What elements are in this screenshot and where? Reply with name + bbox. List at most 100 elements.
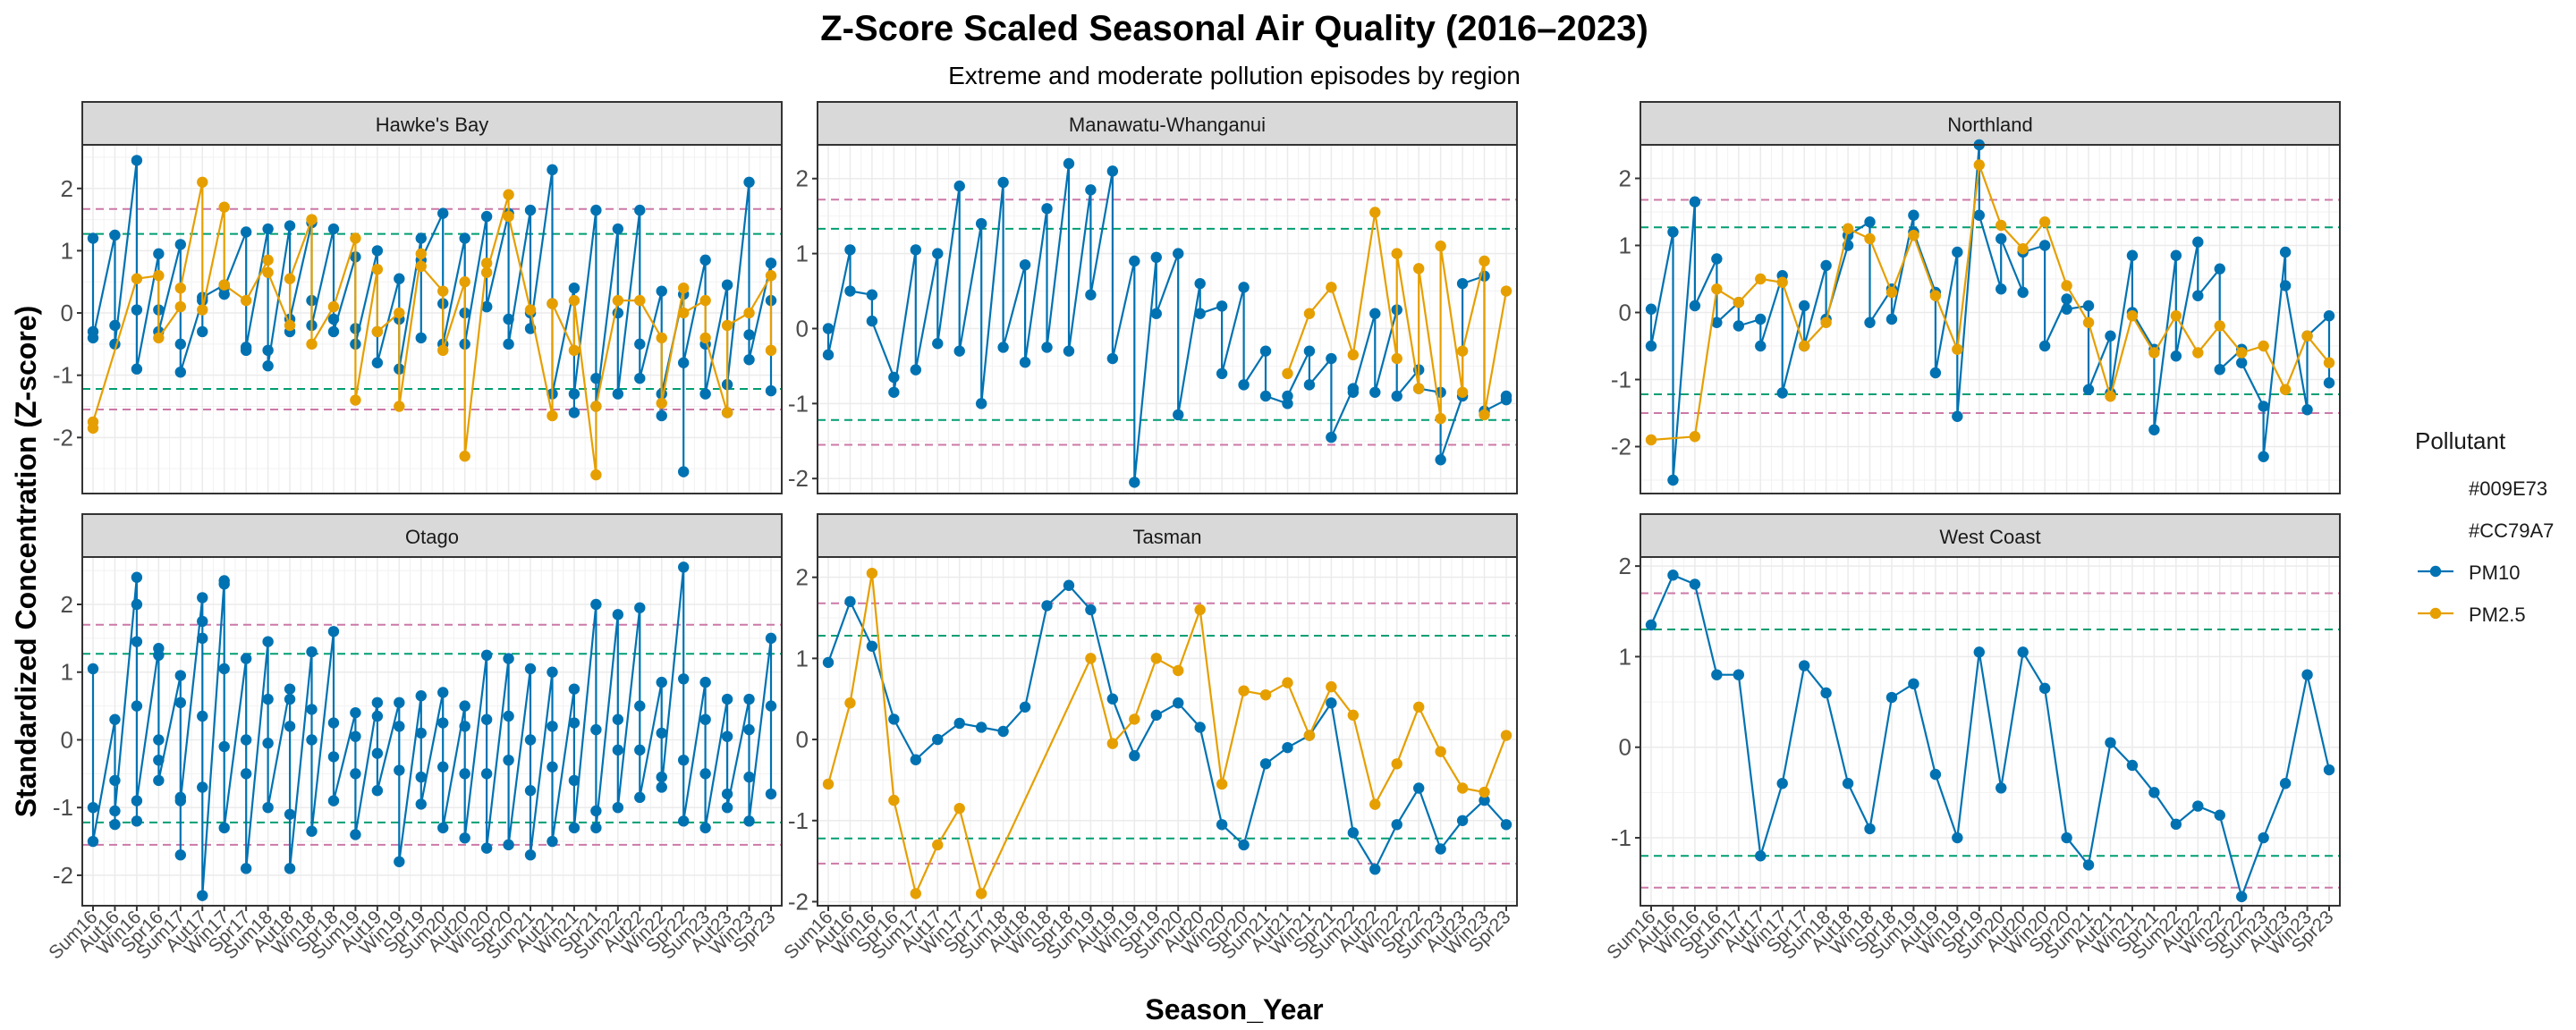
data-point-pm10 bbox=[131, 815, 143, 827]
data-point-pm25 bbox=[2017, 243, 2029, 255]
data-point-pm10 bbox=[2038, 340, 2051, 352]
y-tick-label: 2 bbox=[1619, 165, 1631, 192]
data-point-pm10 bbox=[568, 717, 580, 729]
data-point-pm10 bbox=[2061, 293, 2072, 305]
data-point-pm10 bbox=[1326, 697, 1337, 709]
data-point-pm10 bbox=[1798, 300, 1810, 312]
data-point-pm25 bbox=[480, 266, 493, 278]
data-point-pm10 bbox=[1129, 255, 1140, 267]
data-point-pm10 bbox=[131, 155, 143, 166]
data-point-pm10 bbox=[932, 248, 944, 259]
data-point-pm10 bbox=[218, 740, 230, 753]
data-point-pm25 bbox=[1500, 285, 1513, 297]
data-point-pm10 bbox=[2192, 236, 2204, 248]
panel-border bbox=[81, 144, 783, 494]
y-tick-label: 1 bbox=[1619, 643, 1631, 670]
data-point-pm10 bbox=[1798, 660, 1810, 671]
data-point-pm10 bbox=[953, 345, 965, 357]
panel-border bbox=[1640, 556, 2341, 907]
data-point-pm10 bbox=[1711, 253, 1723, 265]
data-point-pm25 bbox=[327, 300, 340, 313]
data-point-pm25 bbox=[1391, 758, 1402, 770]
panel-border bbox=[81, 556, 783, 907]
data-point-pm10 bbox=[153, 649, 165, 662]
data-point-pm10 bbox=[1019, 701, 1031, 713]
data-point-pm25 bbox=[1929, 290, 1942, 301]
data-point-pm10 bbox=[2170, 249, 2182, 261]
data-point-pm10 bbox=[1776, 387, 1788, 399]
data-point-pm10 bbox=[975, 722, 987, 733]
data-point-pm25 bbox=[1733, 297, 1745, 308]
data-point-pm10 bbox=[2148, 424, 2160, 435]
data-point-pm10 bbox=[1194, 308, 1206, 319]
data-point-pm10 bbox=[1885, 691, 1898, 704]
data-point-pm10 bbox=[2323, 377, 2335, 389]
data-point-pm10 bbox=[2170, 818, 2182, 831]
data-point-pm25 bbox=[262, 254, 274, 266]
data-point-pm25 bbox=[590, 469, 602, 481]
data-point-pm10 bbox=[394, 273, 405, 284]
data-point-pm10 bbox=[2323, 310, 2335, 322]
data-point-pm10 bbox=[524, 204, 537, 216]
data-point-pm25 bbox=[932, 839, 944, 851]
strip-label: Tasman bbox=[1132, 526, 1201, 548]
data-point-pm25 bbox=[2082, 317, 2095, 328]
data-point-pm10 bbox=[1150, 251, 1162, 264]
data-point-pm10 bbox=[1776, 778, 1788, 789]
data-point-pm10 bbox=[590, 805, 602, 817]
data-point-pm10 bbox=[415, 690, 427, 702]
data-point-pm10 bbox=[459, 768, 470, 780]
series-line-pm10 bbox=[1649, 143, 2331, 482]
data-point-pm10 bbox=[284, 721, 296, 732]
data-point-pm10 bbox=[131, 700, 143, 712]
data-point-pm10 bbox=[765, 258, 777, 269]
data-point-pm10 bbox=[415, 727, 427, 739]
y-axis-title: Standardized Concentration (Z-score) bbox=[10, 306, 42, 818]
data-point-pm10 bbox=[677, 754, 690, 766]
data-point-pm10 bbox=[634, 744, 646, 756]
data-point-pm10 bbox=[547, 666, 558, 678]
data-point-pm10 bbox=[371, 785, 384, 797]
data-point-pm10 bbox=[1689, 300, 1701, 312]
data-point-pm10 bbox=[612, 388, 624, 400]
data-point-pm10 bbox=[1820, 687, 1832, 699]
data-point-pm10 bbox=[866, 640, 878, 652]
data-point-pm10 bbox=[2170, 350, 2182, 362]
data-point-pm10 bbox=[109, 229, 121, 241]
data-point-pm10 bbox=[910, 754, 922, 765]
data-point-pm10 bbox=[1326, 431, 1337, 443]
data-point-pm10 bbox=[568, 822, 580, 834]
data-point-pm25 bbox=[524, 304, 537, 316]
data-point-pm10 bbox=[1645, 303, 1657, 315]
data-point-pm10 bbox=[1259, 758, 1272, 770]
data-point-pm10 bbox=[1369, 386, 1381, 398]
data-point-pm25 bbox=[1369, 798, 1381, 810]
data-point-pm10 bbox=[459, 232, 470, 244]
data-point-pm10 bbox=[327, 325, 340, 338]
facet-panel: Manawatu-Whanganui -2 -1 0 1 2 bbox=[788, 101, 1518, 494]
data-point-pm25 bbox=[174, 282, 187, 294]
data-point-pm10 bbox=[327, 313, 340, 325]
data-point-pm10 bbox=[547, 835, 558, 848]
data-point-pm10 bbox=[394, 697, 405, 709]
data-point-pm25 bbox=[1908, 230, 1919, 241]
data-point-pm10 bbox=[2082, 384, 2095, 395]
data-point-pm10 bbox=[765, 632, 777, 645]
data-point-pm25 bbox=[953, 802, 965, 815]
facet-panel: Hawke's Bay -2 -1 0 1 2 bbox=[53, 101, 783, 494]
data-point-pm10 bbox=[1129, 477, 1140, 488]
data-point-pm10 bbox=[218, 663, 230, 675]
data-point-pm10 bbox=[306, 734, 318, 746]
data-point-pm10 bbox=[1106, 693, 1119, 705]
data-point-pm10 bbox=[174, 366, 187, 378]
y-tick-label: -2 bbox=[788, 465, 809, 492]
data-point-pm10 bbox=[656, 781, 667, 793]
data-point-pm10 bbox=[1303, 379, 1316, 391]
data-point-pm10 bbox=[240, 653, 252, 664]
data-point-pm25 bbox=[1303, 308, 1316, 319]
data-point-pm25 bbox=[822, 778, 835, 790]
data-point-pm10 bbox=[1435, 454, 1446, 466]
data-point-pm10 bbox=[743, 693, 755, 705]
data-point-pm25 bbox=[1412, 383, 1425, 394]
data-point-pm25 bbox=[2038, 216, 2051, 228]
